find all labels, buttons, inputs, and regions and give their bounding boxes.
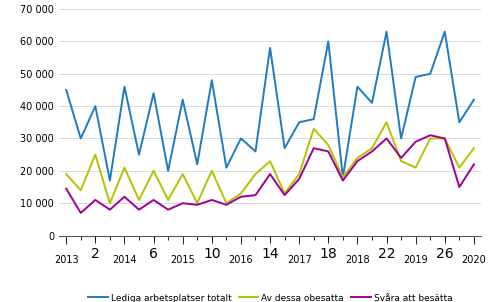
Av dessa obesatta xyxy=(136,198,142,202)
Av dessa obesatta xyxy=(355,156,360,160)
Av dessa obesatta xyxy=(340,175,346,179)
Av dessa obesatta xyxy=(369,146,375,150)
Av dessa obesatta xyxy=(296,172,302,176)
Lediga arbetsplatser totalt xyxy=(383,30,389,34)
Lediga arbetsplatser totalt xyxy=(369,101,375,105)
Lediga arbetsplatser totalt xyxy=(427,72,433,76)
Lediga arbetsplatser totalt xyxy=(78,137,83,140)
Line: Lediga arbetsplatser totalt: Lediga arbetsplatser totalt xyxy=(66,32,474,181)
Av dessa obesatta xyxy=(326,143,331,147)
Svåra att besätta xyxy=(296,177,302,181)
Svåra att besätta xyxy=(209,198,215,202)
Lediga arbetsplatser totalt xyxy=(326,40,331,43)
Av dessa obesatta xyxy=(413,166,419,169)
Lediga arbetsplatser totalt xyxy=(151,92,157,95)
Av dessa obesatta xyxy=(63,172,69,176)
Line: Av dessa obesatta: Av dessa obesatta xyxy=(66,122,474,203)
Line: Svåra att besätta: Svåra att besätta xyxy=(66,135,474,213)
Svåra att besätta xyxy=(471,162,477,166)
Svåra att besätta xyxy=(136,208,142,211)
Lediga arbetsplatser totalt xyxy=(340,175,346,179)
Svåra att besätta xyxy=(383,137,389,140)
Lediga arbetsplatser totalt xyxy=(194,162,200,166)
Svåra att besätta xyxy=(252,193,258,197)
Legend: Lediga arbetsplatser totalt, Av dessa obesatta, Svåra att besätta: Lediga arbetsplatser totalt, Av dessa ob… xyxy=(84,290,456,302)
Lediga arbetsplatser totalt xyxy=(180,98,186,101)
Lediga arbetsplatser totalt xyxy=(107,179,113,182)
Lediga arbetsplatser totalt xyxy=(355,85,360,88)
Av dessa obesatta xyxy=(311,127,317,130)
Svåra att besätta xyxy=(398,156,404,160)
Svåra att besätta xyxy=(326,149,331,153)
Svåra att besätta xyxy=(151,198,157,202)
Av dessa obesatta xyxy=(238,192,244,195)
Svåra att besätta xyxy=(92,198,98,202)
Lediga arbetsplatser totalt xyxy=(121,85,127,88)
Lediga arbetsplatser totalt xyxy=(92,104,98,108)
Av dessa obesatta xyxy=(471,146,477,150)
Lediga arbetsplatser totalt xyxy=(457,120,463,124)
Lediga arbetsplatser totalt xyxy=(223,166,229,169)
Av dessa obesatta xyxy=(223,201,229,205)
Av dessa obesatta xyxy=(427,137,433,140)
Av dessa obesatta xyxy=(457,166,463,169)
Lediga arbetsplatser totalt xyxy=(398,137,404,140)
Av dessa obesatta xyxy=(121,166,127,169)
Svåra att besätta xyxy=(238,195,244,198)
Lediga arbetsplatser totalt xyxy=(311,117,317,121)
Av dessa obesatta xyxy=(151,169,157,173)
Svåra att besätta xyxy=(442,137,448,140)
Av dessa obesatta xyxy=(252,172,258,176)
Av dessa obesatta xyxy=(398,159,404,163)
Av dessa obesatta xyxy=(442,137,448,140)
Lediga arbetsplatser totalt xyxy=(471,98,477,101)
Lediga arbetsplatser totalt xyxy=(267,46,273,50)
Svåra att besätta xyxy=(78,211,83,215)
Svåra att besätta xyxy=(369,149,375,153)
Svåra att besätta xyxy=(427,133,433,137)
Av dessa obesatta xyxy=(267,159,273,163)
Lediga arbetsplatser totalt xyxy=(238,137,244,140)
Av dessa obesatta xyxy=(194,201,200,205)
Svåra att besätta xyxy=(457,185,463,189)
Lediga arbetsplatser totalt xyxy=(165,169,171,173)
Svåra att besätta xyxy=(63,187,69,191)
Svåra att besätta xyxy=(194,203,200,207)
Svåra att besätta xyxy=(355,159,360,163)
Svåra att besätta xyxy=(267,172,273,176)
Lediga arbetsplatser totalt xyxy=(296,120,302,124)
Svåra att besätta xyxy=(107,208,113,211)
Av dessa obesatta xyxy=(282,192,288,195)
Lediga arbetsplatser totalt xyxy=(442,30,448,34)
Svåra att besätta xyxy=(413,140,419,143)
Lediga arbetsplatser totalt xyxy=(282,146,288,150)
Svåra att besätta xyxy=(180,201,186,205)
Av dessa obesatta xyxy=(78,188,83,192)
Av dessa obesatta xyxy=(383,120,389,124)
Lediga arbetsplatser totalt xyxy=(252,149,258,153)
Lediga arbetsplatser totalt xyxy=(63,88,69,92)
Av dessa obesatta xyxy=(180,172,186,176)
Svåra att besätta xyxy=(282,193,288,197)
Svåra att besätta xyxy=(311,146,317,150)
Av dessa obesatta xyxy=(165,198,171,202)
Av dessa obesatta xyxy=(92,153,98,156)
Av dessa obesatta xyxy=(209,169,215,173)
Av dessa obesatta xyxy=(107,201,113,205)
Lediga arbetsplatser totalt xyxy=(209,79,215,82)
Svåra att besätta xyxy=(340,179,346,182)
Lediga arbetsplatser totalt xyxy=(413,75,419,79)
Svåra att besätta xyxy=(223,203,229,207)
Svåra att besätta xyxy=(121,195,127,198)
Svåra att besätta xyxy=(165,208,171,211)
Lediga arbetsplatser totalt xyxy=(136,153,142,156)
